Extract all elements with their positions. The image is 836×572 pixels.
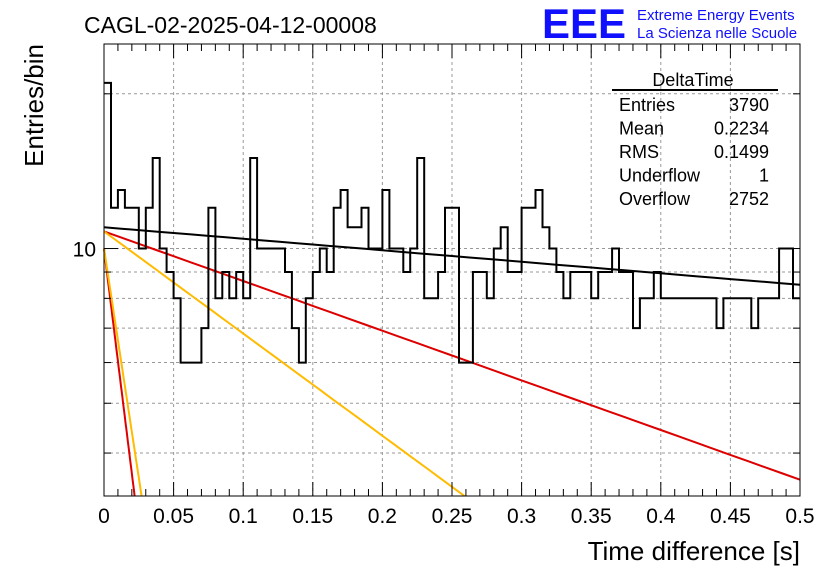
x-tick-label: 0.1 (229, 505, 258, 528)
stats-label: Overflow (619, 189, 691, 209)
x-tick-label: 0.35 (571, 505, 612, 528)
x-tick-label: 0.4 (646, 505, 676, 528)
stats-value: 0.1499 (714, 142, 769, 162)
x-tick-label: 0.15 (292, 505, 333, 528)
logo-line-1: Extreme Energy Events (637, 7, 795, 24)
fit-line (103, 230, 466, 497)
stats-title: DeltaTime (652, 70, 733, 90)
logo-line-2: La Scienza nelle Scuole (637, 25, 797, 42)
histogram-line (104, 81, 800, 364)
x-tick-label: 0.2 (368, 505, 397, 528)
stats-label: RMS (619, 142, 659, 162)
x-tick-label: 0.25 (432, 505, 473, 528)
x-tick-label: 0.45 (710, 505, 751, 528)
stats-label: Entries (619, 95, 675, 115)
eee-logo: EEE (542, 0, 626, 47)
grid-lines (104, 44, 800, 496)
x-tick-label: 0.05 (153, 505, 194, 528)
stats-value: 2752 (729, 189, 769, 209)
x-tick-label: 0.3 (507, 505, 536, 528)
plot-frame (103, 43, 801, 497)
fit-line (103, 248, 143, 497)
stats-value: 3790 (729, 95, 769, 115)
x-axis-label: Time difference [s] (588, 536, 800, 566)
y-axis-label: Entries/bin (19, 44, 49, 167)
y-tick-label: 10 (73, 239, 96, 262)
stats-value: 0.2234 (714, 119, 769, 139)
fit-line (103, 226, 801, 286)
x-tick-label: 0.5 (785, 505, 814, 528)
fit-line (103, 248, 136, 497)
chart-title: CAGL-02-2025-04-12-00008 (84, 12, 377, 38)
fit-curves (103, 226, 801, 497)
stats-box: DeltaTime Entries 3790 Mean 0.2234 RMS 0.1499 U… (612, 70, 778, 209)
x-tick-label: 0 (98, 505, 110, 528)
histogram-series (104, 81, 800, 364)
stats-label: Mean (619, 119, 664, 139)
stats-value: 1 (759, 166, 769, 186)
fit-line (103, 230, 801, 481)
axes: 0 0.05 0.1 0.15 0.2 0.25 0.3 0.35 0.4 0.45 0.5 10 (73, 43, 815, 528)
stats-label: Underflow (619, 166, 701, 186)
